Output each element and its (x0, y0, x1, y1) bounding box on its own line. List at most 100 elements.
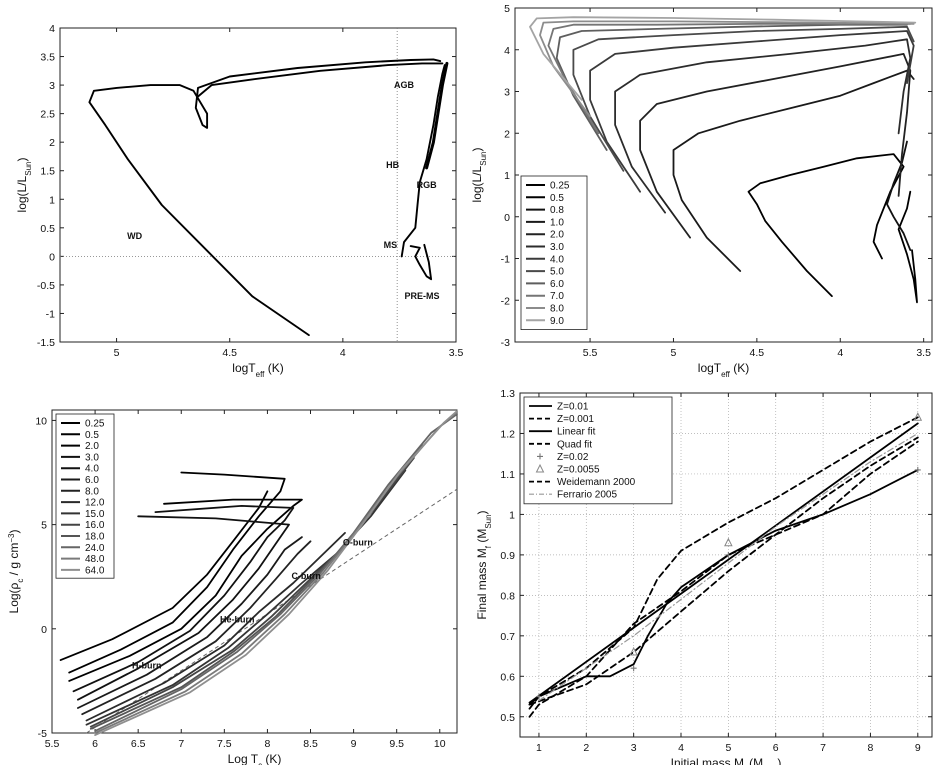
series-line-6-0 (77, 536, 303, 709)
y-tick-label: 1 (49, 194, 55, 206)
hrd_single-axes: 5 4.5 4 3.5 -1.5 -1 -0.5 0 0.5 1 1.5 2 2.5 3 3.5 4 logTe… (15, 23, 463, 379)
y-tick-label: 0 (504, 212, 510, 224)
y-tick-label: 0 (49, 251, 55, 263)
legend-label: 0.8 (550, 205, 564, 216)
y-tick-label: 0.8 (500, 590, 515, 602)
hrd_masses-y-axis-label: log(L/LSun) (470, 148, 488, 203)
annotation-label: PRE-MS (405, 291, 440, 301)
legend-label: Ferrario 2005 (557, 490, 617, 501)
legend-label: 48.0 (85, 554, 105, 565)
legend-box (520, 175, 588, 331)
central_density-axes: 5.5 6 6.5 7 7.5 8 8.5 9 9.5 10 -5 0 5 10 Log Tc (K) Log… (7, 409, 458, 765)
series-line-12-0 (85, 532, 346, 722)
series-marker-triangle (629, 646, 638, 656)
series-line-z-0-001 (528, 416, 919, 710)
legend-box (55, 413, 115, 579)
y-tick-label: 0.5 (500, 712, 515, 724)
x-tick-label: 3 (631, 742, 637, 754)
y-tick-label: -5 (38, 728, 47, 740)
x-tick-label: 4.5 (222, 347, 237, 359)
series-line-quad-fit (528, 436, 919, 706)
y-tick-label: 3 (504, 87, 510, 99)
y-tick-label: 2.5 (40, 109, 55, 121)
y-tick-label: 1.3 (500, 388, 515, 400)
legend-box (523, 396, 673, 505)
series-line-0-5 (747, 153, 905, 297)
y-tick-label: 3 (49, 80, 55, 92)
hrd_single-plot-frame (59, 27, 457, 343)
y-tick-label: 0.6 (500, 671, 515, 683)
series-line-15-0 (85, 469, 407, 726)
legend-label: 4.0 (550, 254, 564, 265)
series-line-0-25 (59, 490, 269, 661)
legend-label: 8.0 (550, 304, 564, 315)
legend-swatch (535, 463, 545, 473)
x-tick-label: 4 (678, 742, 684, 754)
hrd_single-x-axis-label: logTeff (K) (232, 361, 283, 379)
y-tick-label: 1 (504, 170, 510, 182)
y-tick-label: -3 (501, 337, 510, 349)
x-tick-label: 10 (434, 738, 446, 750)
annotation-label: RGB (417, 180, 438, 190)
x-tick-label: 6.5 (131, 738, 146, 750)
series-marker-plus (630, 665, 637, 672)
x-tick-label: 7.5 (217, 738, 232, 750)
y-tick-label: 5 (41, 520, 47, 532)
y-tick-label: 0.9 (500, 550, 515, 562)
series-line-ferrario-2005 (538, 432, 919, 702)
x-tick-label: 2 (583, 742, 589, 754)
x-tick-label: 5.5 (583, 347, 598, 359)
series-line-9-0 (529, 16, 917, 101)
x-tick-label: 8 (265, 738, 271, 750)
y-tick-label: 1 (509, 509, 515, 521)
legend-label: 6.0 (85, 475, 99, 486)
y-tick-label: 0.7 (500, 631, 515, 643)
central_density-y-axis-label: Log(ρc / g cm−3) (7, 530, 25, 614)
x-tick-label: 6 (92, 738, 98, 750)
legend-label: Z=0.02 (557, 452, 589, 463)
central_density-legend: 0.250.52.03.04.06.08.012.015.016.018.024… (55, 413, 115, 579)
y-tick-label: 2 (49, 137, 55, 149)
series-marker-triangle (724, 537, 733, 547)
ifmr-x-axis-label: Initial mass Mi (MSun) (671, 756, 782, 765)
series-line-8-0 (539, 20, 915, 118)
series-line-7-0 (547, 23, 912, 135)
series-marker-plus (535, 693, 542, 700)
series-line-3-0 (72, 505, 295, 693)
legend-label: 2.0 (550, 230, 564, 241)
legend-label: 2.0 (85, 441, 99, 452)
legend-label: 6.0 (550, 279, 564, 290)
x-tick-label: 3.5 (916, 347, 931, 359)
series-line-4-0 (589, 30, 915, 193)
x-tick-label: 5 (671, 347, 677, 359)
series-line-weidemann-2000 (528, 440, 919, 718)
hrd_masses-axes: 5.5 5 4.5 4 3.5 -3 -2 -1 0 1 2 3 4 5 logTeff (K) log(L/… (470, 3, 933, 379)
x-tick-label: 1 (536, 742, 542, 754)
y-tick-label: 5 (504, 3, 510, 15)
series-line-64-0 (94, 410, 458, 736)
series-line-0-5 (68, 471, 286, 674)
legend-label: 18.0 (85, 532, 105, 543)
x-tick-label: 4 (340, 347, 346, 359)
y-tick-label: -1 (46, 308, 55, 320)
series-line-4 (197, 62, 444, 98)
series-line-4-0 (77, 515, 290, 701)
x-tick-label: 7 (820, 742, 826, 754)
hrd_single-y-axis-label: log(L/LSun) (15, 158, 33, 213)
series-line-1 (400, 64, 446, 258)
x-tick-label: 3.5 (449, 347, 464, 359)
annotation-label: AGB (394, 80, 415, 90)
series-line-3-0 (614, 38, 912, 214)
x-tick-label: 9.5 (389, 738, 404, 750)
annotation-label: O-burn (343, 537, 373, 547)
y-tick-label: -2 (501, 295, 510, 307)
series-line-0 (409, 243, 433, 281)
legend-label: 5.0 (550, 267, 564, 278)
hrd_masses-legend: 0.250.50.81.0 2.03.04.0 5.06.07.0 8.09.0 (520, 175, 588, 331)
x-tick-label: 8.5 (303, 738, 318, 750)
x-tick-label: 9 (915, 742, 921, 754)
series-line-3 (88, 58, 442, 337)
series-marker-triangle (913, 412, 923, 421)
series-line-2 (425, 61, 449, 170)
